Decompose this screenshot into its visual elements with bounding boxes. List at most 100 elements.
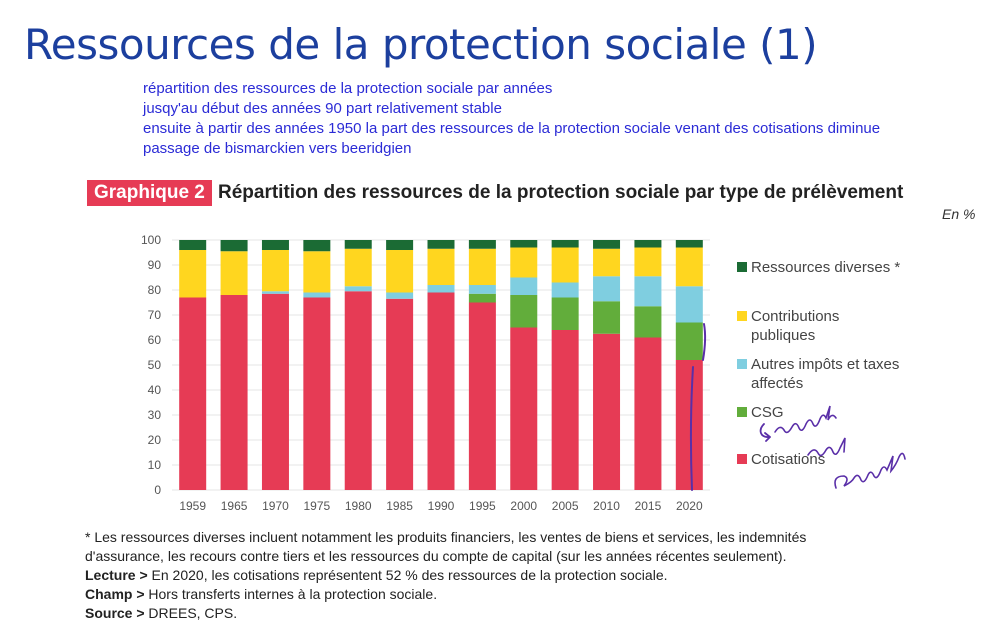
y-tick-label: 50 [148, 358, 162, 372]
x-tick-label: 2015 [635, 499, 662, 513]
legend-label: Autres impôts et taxes affectés [751, 356, 900, 392]
legend-label: Contributions publiques [751, 308, 840, 344]
bar-segment-cotisations [344, 291, 372, 490]
footnotes: * Les ressources diverses incluent notam… [85, 528, 985, 623]
bar-segment-ressources-diverses [261, 240, 289, 250]
x-tick-label: 1970 [262, 499, 289, 513]
x-tick-label: 2005 [552, 499, 579, 513]
bar-segment-ressources-diverses [303, 240, 331, 252]
bar-segment-autres-imp-ts-et-taxes-affect-s [468, 285, 496, 294]
y-tick-label: 80 [148, 283, 162, 297]
bar-segment-cotisations [634, 337, 662, 490]
bar-segment-ressources-diverses [634, 240, 662, 248]
bar-segment-autres-imp-ts-et-taxes-affect-s [303, 292, 331, 298]
ink-arrow [759, 423, 771, 442]
bar-segment-ressources-diverses [427, 240, 455, 249]
legend-swatch [737, 311, 747, 321]
bar-segment-contributions-publiques [303, 251, 331, 293]
y-tick-label: 30 [148, 408, 162, 422]
slide-notes: répartition des ressources de la protect… [143, 79, 880, 159]
bar-segment-autres-imp-ts-et-taxes-affect-s [675, 286, 703, 323]
bar-segment-csg [551, 297, 579, 330]
bar-segment-ressources-diverses [510, 240, 538, 248]
bar-segment-cotisations [303, 297, 331, 490]
bar-segment-cotisations [179, 297, 207, 490]
bar-segment-contributions-publiques [551, 247, 579, 283]
y-tick-label: 40 [148, 383, 162, 397]
y-tick-label: 90 [148, 258, 162, 272]
bar-segment-ressources-diverses [344, 240, 372, 249]
bar-segment-ressources-diverses [551, 240, 579, 248]
bar-segment-csg [634, 306, 662, 338]
legend-swatch [737, 262, 747, 272]
footnote-source: Source > DREES, CPS. [85, 604, 985, 623]
y-tick-label: 60 [148, 333, 162, 347]
y-tick-label: 0 [154, 483, 161, 497]
note-line: jusqy'au début des années 90 part relati… [143, 100, 502, 117]
legend-label: CSG [751, 404, 784, 421]
bar-segment-autres-imp-ts-et-taxes-affect-s [551, 282, 579, 298]
bar-segment-cotisations [261, 293, 289, 490]
unit-label: En % [942, 206, 976, 222]
bar-segment-contributions-publiques [675, 247, 703, 287]
lecture-label: Lecture > [85, 567, 148, 583]
figure-badge: Graphique 2 [87, 180, 212, 206]
legend-item-autres-impots: Autres impôts et taxes affectés [737, 355, 901, 393]
legend-item-ressources-diverses: Ressources diverses * [737, 258, 901, 277]
champ-text: Hors transferts internes à la protection… [144, 586, 438, 602]
bar-segment-cotisations [468, 302, 496, 490]
x-tick-label: 2010 [593, 499, 620, 513]
champ-label: Champ > [85, 586, 145, 602]
legend-swatch [737, 454, 747, 464]
bar-segment-autres-imp-ts-et-taxes-affect-s [510, 277, 538, 295]
legend-item-csg: CSG [737, 403, 901, 422]
bar-segment-ressources-diverses [220, 240, 248, 252]
legend-item-cotisations: Cotisations [737, 450, 901, 469]
bar-segment-autres-imp-ts-et-taxes-affect-s [427, 285, 455, 293]
y-tick-label: 100 [141, 233, 161, 247]
bar-segment-csg [510, 295, 538, 328]
x-tick-label: 1965 [221, 499, 248, 513]
chart-title: Répartition des ressources de la protect… [218, 182, 904, 203]
bar-segment-ressources-diverses [593, 240, 621, 249]
x-tick-label: 1975 [303, 499, 330, 513]
bar-segment-autres-imp-ts-et-taxes-affect-s [344, 286, 372, 292]
slide-title: Ressources de la protection sociale (1) [24, 20, 818, 69]
bar-segment-ressources-diverses [468, 240, 496, 249]
bar-segment-contributions-publiques [634, 247, 662, 277]
note-line: passage de bismarckien vers beeridgien [143, 140, 412, 157]
x-tick-label: 1990 [428, 499, 455, 513]
bar-segment-ressources-diverses [675, 240, 703, 248]
x-tick-label: 2000 [510, 499, 537, 513]
footnote-champ: Champ > Hors transferts internes à la pr… [85, 585, 985, 604]
x-tick-label: 1995 [469, 499, 496, 513]
bar-segment-autres-imp-ts-et-taxes-affect-s [593, 276, 621, 302]
bar-segment-cotisations [427, 292, 455, 490]
lecture-text: En 2020, les cotisations représentent 52… [147, 567, 668, 583]
legend-swatch [737, 407, 747, 417]
x-tick-label: 2020 [676, 499, 703, 513]
bar-segment-autres-imp-ts-et-taxes-affect-s [386, 292, 414, 299]
footnote-lecture: Lecture > En 2020, les cotisations repré… [85, 566, 985, 585]
bar-segment-csg [468, 293, 496, 303]
bar-segment-ressources-diverses [386, 240, 414, 250]
bar-segment-autres-imp-ts-et-taxes-affect-s [634, 276, 662, 307]
y-tick-label: 70 [148, 308, 162, 322]
note-line: répartition des ressources de la protect… [143, 80, 553, 97]
bar-segment-contributions-publiques [261, 250, 289, 292]
bar-segment-autres-imp-ts-et-taxes-affect-s [261, 291, 289, 294]
bar-segment-contributions-publiques [179, 250, 207, 298]
stacked-bar-chart: 0 10 20 30 40 50 60 70 80 90 100 1959 1965 1970 1975 19… [141, 233, 710, 513]
bar-segment-csg [593, 301, 621, 334]
note-line: ensuite à partir des années 1950 la part… [143, 120, 881, 137]
x-tick-label: 1980 [345, 499, 372, 513]
bar-segment-contributions-publiques [593, 248, 621, 277]
bar-segment-ressources-diverses [179, 240, 207, 250]
legend-label: Cotisations [751, 451, 826, 468]
bar-segment-cotisations [220, 295, 248, 490]
y-tick-label: 10 [148, 458, 162, 472]
footnote-diverses: * Les ressources diverses incluent notam… [85, 529, 807, 545]
bar-segment-cotisations [593, 333, 621, 490]
bar-segment-contributions-publiques [220, 251, 248, 295]
bar-segment-contributions-publiques [427, 248, 455, 285]
